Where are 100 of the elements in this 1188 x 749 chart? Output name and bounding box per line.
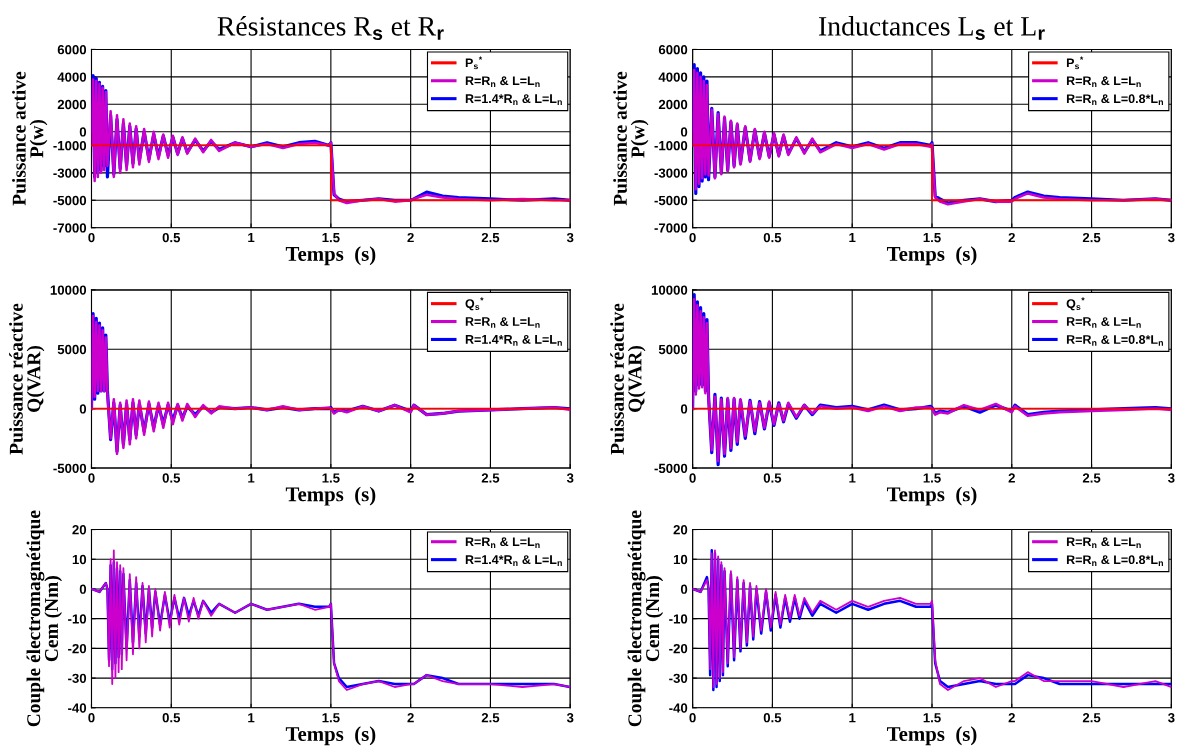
y-tick-label: 4000 bbox=[57, 72, 87, 82]
y-tick-label: 5000 bbox=[658, 344, 688, 355]
y-tick-label: -10 bbox=[669, 614, 688, 624]
legend-label: R=R$_{n}$ & L=L$_{n}$ bbox=[1066, 317, 1141, 328]
y-tick-label: -5000 bbox=[654, 463, 688, 474]
y-tick-label: -20 bbox=[68, 643, 87, 654]
y-tick-label: -40 bbox=[68, 703, 87, 713]
x-tick-label: 1.5 bbox=[322, 473, 340, 483]
x-tick-label: 1.5 bbox=[923, 233, 941, 243]
legend-label: Q$_{s}$$^{*}$ bbox=[1066, 297, 1085, 311]
legend-label: R=R$_{n}$ & L=L$_{n}$ bbox=[465, 317, 540, 328]
x-tick-label: 2.5 bbox=[1082, 473, 1101, 483]
x-tick-label: 0 bbox=[689, 232, 696, 243]
y-tick-label: -5000 bbox=[654, 195, 688, 206]
y-tick-label: 20 bbox=[72, 525, 87, 535]
y-tick-label: 0 bbox=[680, 127, 688, 137]
y-axis-title: Puissance active P(w) bbox=[613, 71, 649, 206]
x-axis-title: Temps (s) bbox=[886, 726, 977, 746]
y-axis-title: Puissance réactive Q(VAR) bbox=[9, 303, 45, 455]
y-tick-label: -40 bbox=[669, 703, 688, 713]
x-tick-label: 1 bbox=[248, 233, 255, 243]
y-tick-label: -20 bbox=[669, 643, 688, 654]
x-tick-label: 3 bbox=[566, 232, 574, 243]
y-tick-label: -30 bbox=[68, 673, 87, 684]
x-tick-label: 1 bbox=[849, 473, 856, 483]
x-tick-label: 1.5 bbox=[322, 713, 340, 723]
y-tick-label: -3000 bbox=[654, 168, 688, 178]
y-tick-label: -1000 bbox=[654, 140, 688, 151]
y-axis-title: Couple électromagnétique Cem (Nm) bbox=[627, 510, 664, 727]
x-tick-label: 0 bbox=[88, 232, 95, 243]
y-tick-label: 2000 bbox=[658, 99, 688, 110]
y-tick-label: 4000 bbox=[658, 72, 688, 82]
x-tick-label: 2 bbox=[1008, 473, 1015, 483]
x-tick-label: 1 bbox=[248, 713, 255, 723]
legend-label: R=R$_{n}$ & L=L$_{n}$ bbox=[465, 537, 540, 548]
y-tick-label: 0 bbox=[680, 584, 688, 594]
x-tick-label: 2 bbox=[1008, 232, 1015, 243]
y-axis-title: Couple électromagnétique Cem (Nm) bbox=[26, 510, 62, 727]
x-tick-label: 0 bbox=[689, 473, 696, 483]
x-tick-label: 3 bbox=[1168, 713, 1175, 723]
y-tick-label: 10 bbox=[72, 554, 87, 565]
y-tick-label: 5000 bbox=[57, 344, 87, 355]
y-tick-label: 20 bbox=[673, 525, 688, 535]
y-tick-label: -5000 bbox=[53, 195, 87, 206]
x-tick-label: 3 bbox=[566, 473, 574, 483]
y-tick-label: 6000 bbox=[57, 45, 87, 55]
x-tick-label: 0 bbox=[88, 713, 95, 723]
legend-label: R=R$_{n}$ & L=0.8*L$_{n}$ bbox=[1066, 335, 1163, 346]
x-tick-label: 0.5 bbox=[162, 713, 181, 723]
x-tick-label: 2 bbox=[1008, 713, 1015, 723]
x-tick-label: 1 bbox=[849, 233, 856, 243]
y-tick-label: 10 bbox=[673, 554, 688, 565]
x-tick-label: 2.5 bbox=[1082, 713, 1101, 723]
y-tick-label: -3000 bbox=[53, 168, 87, 178]
x-axis-title: Temps (s) bbox=[285, 246, 376, 266]
x-tick-label: 2 bbox=[407, 473, 414, 483]
x-tick-label: 2.5 bbox=[481, 713, 500, 723]
x-tick-label: 2.5 bbox=[1082, 232, 1101, 243]
x-tick-label: 1 bbox=[849, 713, 856, 723]
chart-title: Inductances L$_{s}$ et L$_{r}$ bbox=[818, 16, 1045, 40]
x-tick-label: 0 bbox=[689, 713, 696, 723]
y-tick-label: 10000 bbox=[651, 285, 688, 295]
legend-label: R=1.4*R$_{n}$ & L=L$_{n}$ bbox=[465, 94, 562, 105]
x-tick-label: 1.5 bbox=[923, 473, 941, 483]
y-tick-label: 0 bbox=[79, 127, 87, 137]
x-tick-label: 0.5 bbox=[162, 232, 181, 243]
legend-label: P$_{s}$$^{*}$ bbox=[465, 56, 483, 70]
legend-label: R=R$_{n}$ & L=L$_{n}$ bbox=[1066, 76, 1141, 87]
y-tick-label: 10000 bbox=[50, 285, 87, 295]
legend-label: Q$_{s}$$^{*}$ bbox=[465, 297, 484, 311]
x-axis-title: Temps (s) bbox=[285, 726, 376, 746]
legend-label: R=1.4*R$_{n}$ & L=L$_{n}$ bbox=[465, 555, 562, 566]
x-axis-title: Temps (s) bbox=[285, 486, 376, 506]
x-tick-label: 1 bbox=[248, 473, 255, 483]
x-tick-label: 0.5 bbox=[162, 473, 181, 483]
x-tick-label: 0.5 bbox=[763, 713, 782, 723]
x-tick-label: 2.5 bbox=[481, 232, 500, 243]
x-tick-label: 3 bbox=[1168, 232, 1175, 243]
x-tick-label: 3 bbox=[566, 713, 574, 723]
y-tick-label: 6000 bbox=[658, 45, 688, 55]
x-tick-label: 2.5 bbox=[481, 473, 500, 483]
y-tick-label: -7000 bbox=[53, 223, 87, 233]
legend-label: R=R$_{n}$ & L=0.8*L$_{n}$ bbox=[1066, 555, 1163, 566]
x-tick-label: 1.5 bbox=[322, 233, 340, 243]
x-tick-label: 0.5 bbox=[763, 232, 782, 243]
x-tick-label: 3 bbox=[1168, 473, 1175, 483]
x-tick-label: 1.5 bbox=[923, 713, 941, 723]
y-tick-label: 0 bbox=[79, 404, 87, 414]
y-tick-label: 0 bbox=[680, 404, 688, 414]
y-tick-label: 0 bbox=[79, 584, 87, 594]
y-tick-label: -7000 bbox=[654, 223, 688, 233]
y-tick-label: -10 bbox=[68, 614, 87, 624]
legend-label: P$_{s}$$^{*}$ bbox=[1066, 56, 1084, 70]
x-tick-label: 0.5 bbox=[763, 473, 782, 483]
y-tick-label: -30 bbox=[669, 673, 688, 684]
y-axis-title: Puissance active P(w) bbox=[12, 71, 48, 206]
x-axis-title: Temps (s) bbox=[886, 246, 977, 266]
x-tick-label: 2 bbox=[407, 232, 414, 243]
chart-title: Résistances R$_{s}$ et R$_{r}$ bbox=[217, 16, 444, 41]
y-tick-label: -5000 bbox=[53, 463, 87, 474]
